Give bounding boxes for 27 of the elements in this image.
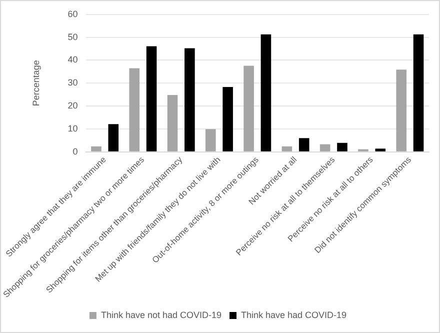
- y-tick-label: 10: [68, 123, 78, 134]
- y-tick-label: 20: [68, 100, 78, 110]
- bar: [108, 124, 119, 152]
- y-tick-label: 50: [68, 32, 78, 42]
- y-tick-label: 40: [68, 54, 78, 65]
- y-axis-title: Percentage: [30, 60, 41, 106]
- bar: [413, 34, 424, 152]
- bar: [320, 144, 330, 152]
- bar: [260, 34, 272, 152]
- bar: [184, 48, 195, 152]
- bar: [167, 95, 178, 152]
- bar: [244, 66, 254, 152]
- y-tick-label: 0: [72, 146, 78, 156]
- bar: [206, 129, 216, 152]
- y-tick-label: 60: [68, 8, 78, 19]
- legend-label: Think have had COVID-19: [241, 310, 347, 320]
- bar: [222, 87, 233, 152]
- bar: [282, 146, 292, 152]
- bar: [91, 146, 102, 152]
- bar: [375, 148, 386, 152]
- legend-label: Think have not had COVID-19: [100, 310, 222, 320]
- bar: [298, 138, 310, 152]
- bar: [396, 70, 406, 152]
- bar: [146, 46, 157, 152]
- bar: [337, 142, 348, 152]
- bar: [129, 68, 140, 152]
- y-tick-label: 30: [68, 78, 78, 88]
